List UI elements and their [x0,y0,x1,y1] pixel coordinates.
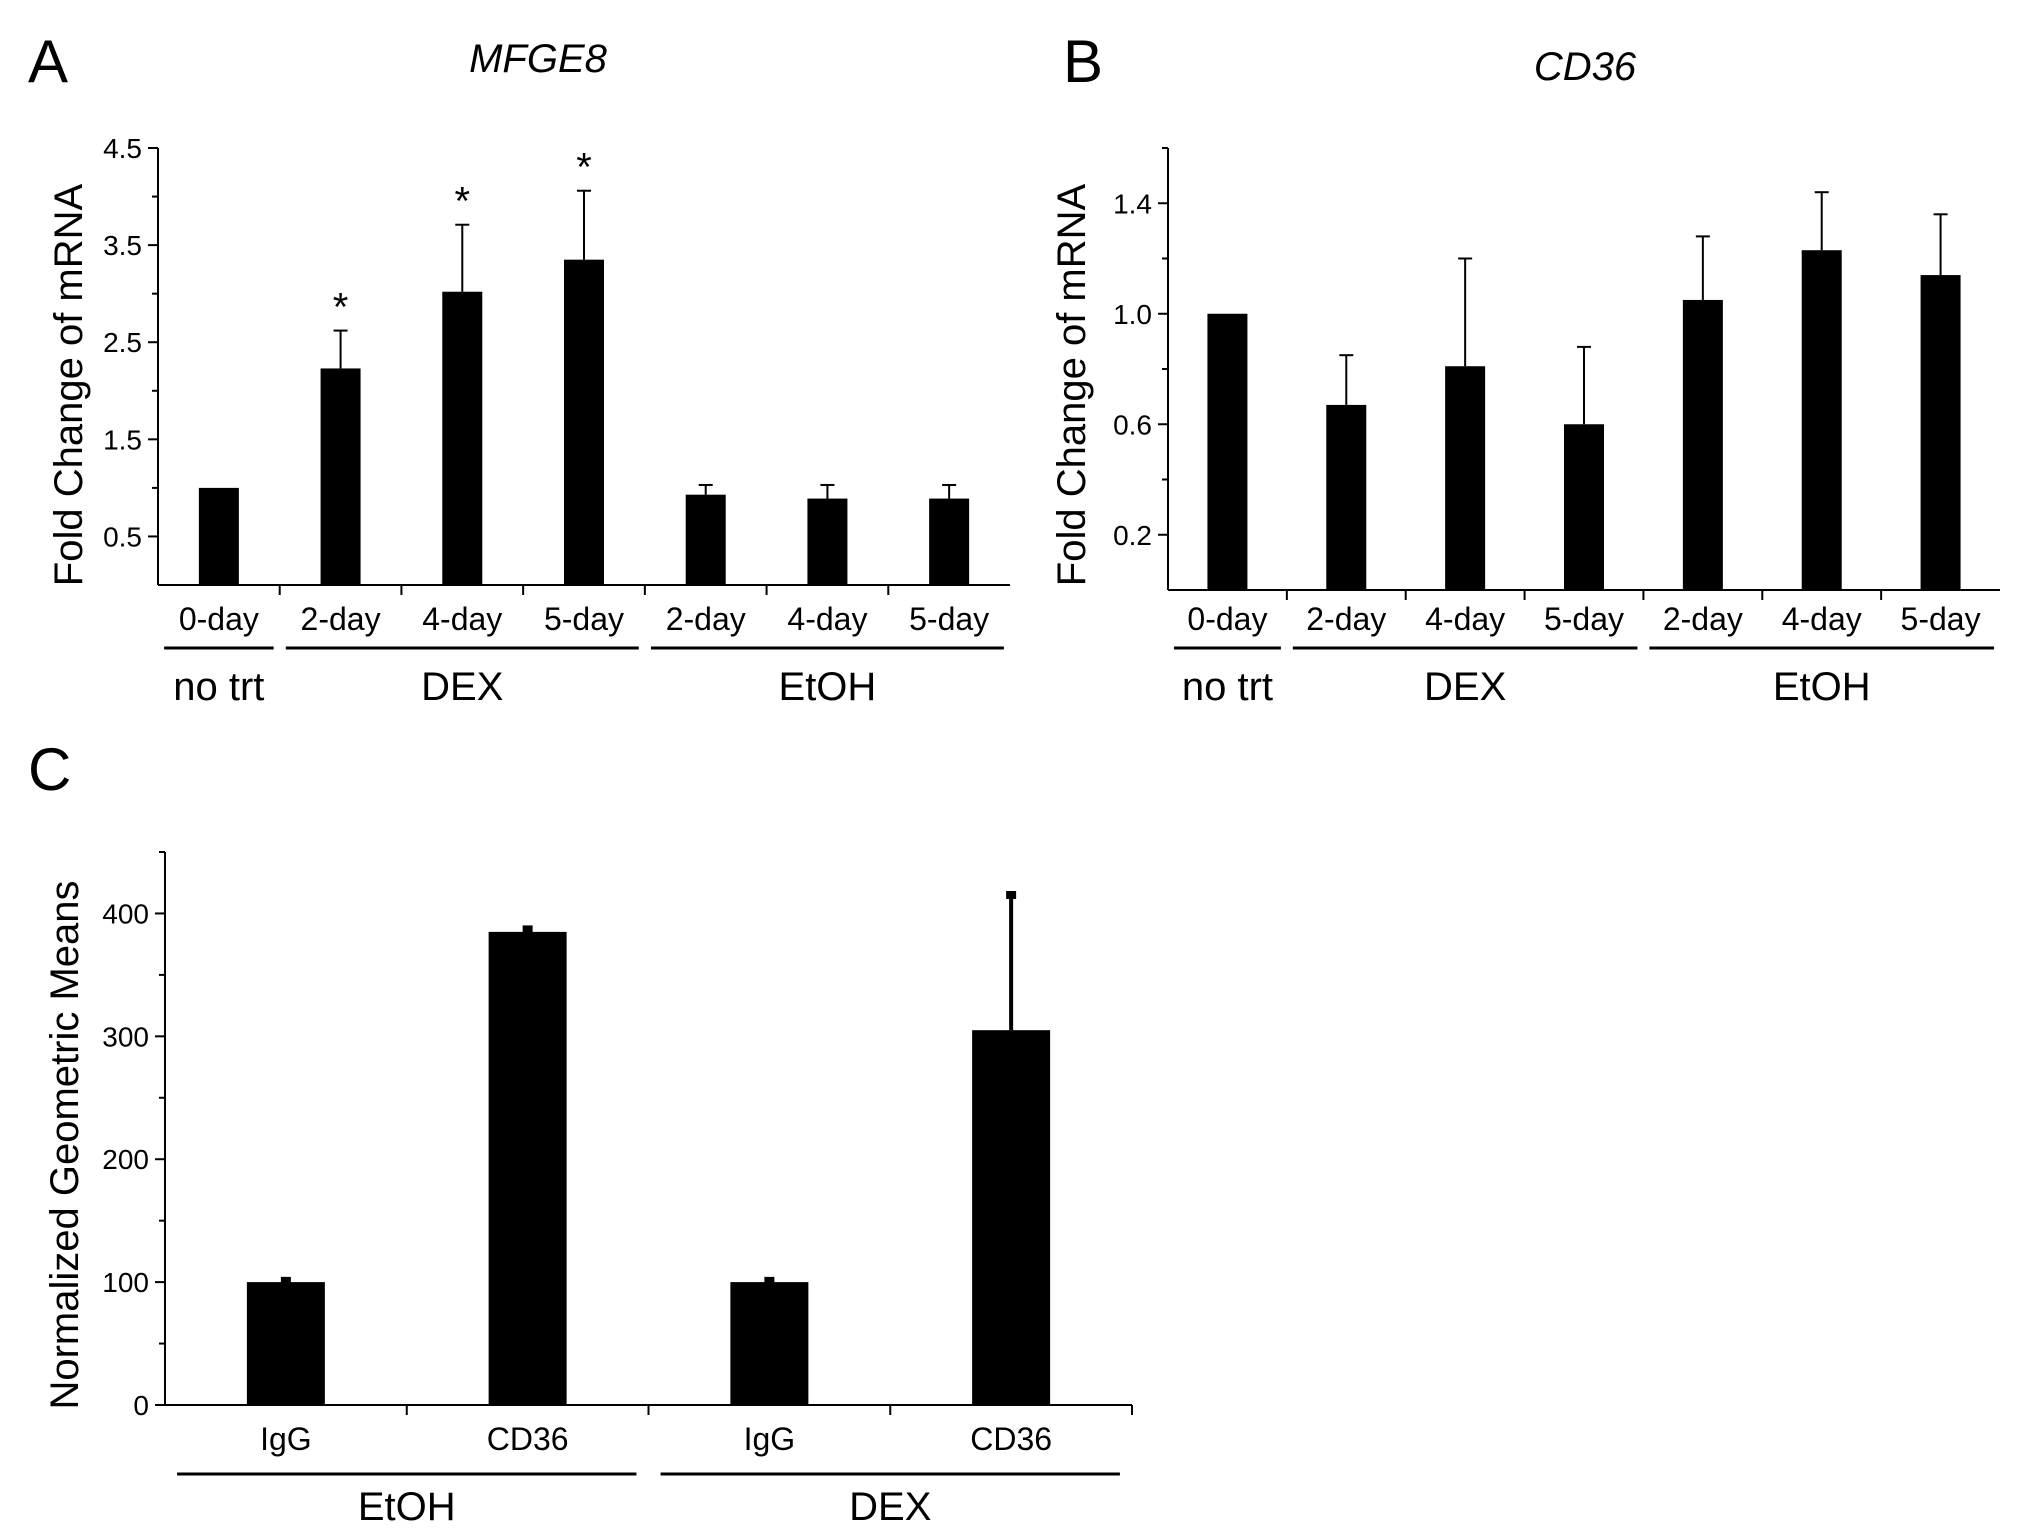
x-tick-label: 2-day [301,601,381,637]
y-axis-label-a: Fold Change of mRNA [47,183,91,586]
error-bar-cap [522,925,533,934]
y-tick-label: 3.5 [103,230,142,261]
y-tick-label: 0.2 [1113,520,1152,551]
x-tick-label: 2-day [1663,601,1743,637]
bar [198,487,239,585]
bar [1682,299,1723,590]
panel-label-c: C [28,736,71,803]
y-axis-label-b: Fold Change of mRNA [1050,183,1094,586]
x-tick-label: CD36 [970,1421,1052,1457]
panel-label-a: A [28,28,68,95]
panel-b: B CD36 Fold Change of mRNA 0.20.61.01.4 … [1050,28,2000,709]
x-tick-label: 5-day [909,601,989,637]
error-bars-b [1339,191,1948,425]
significance-marker: * [454,180,470,224]
bar [1920,275,1961,590]
y-axis-label-c: Normalized Geometric Means [43,880,87,1409]
x-tick-labels-a: 0-day 2-day 4-day 5-day 2-day 4-day 5-day [179,601,989,637]
bar [564,259,604,585]
y-tick-label: 2.5 [103,327,142,358]
bar [1801,250,1842,590]
error-bars-a [333,189,957,499]
y-tick-label: 1.5 [103,424,142,455]
panel-c: C Normalized Geometric Means 0 100 200 300 4… [28,736,1133,1529]
y-tick-label: 1.4 [1113,188,1152,219]
y-tick-label: 100 [102,1267,149,1298]
bars-a [198,259,970,585]
x-tick-label: 2-day [666,601,746,637]
y-tick-label: 0.5 [103,521,142,552]
x-tick-label: 4-day [422,601,502,637]
group-label: EtOH [779,665,877,709]
group-label: DEX [1424,665,1506,709]
x-tick-labels-c: IgG CD36 IgG CD36 [260,1421,1052,1457]
y-tick-labels-b: 0.2 0.6 1.0 1.4 [1113,188,1152,551]
error-bars-c [280,891,1017,1285]
y-tick-label: 1.0 [1113,299,1152,330]
x-tick-label: 4-day [787,601,867,637]
x-tick-label: 0-day [1187,601,1267,637]
panel-label-b: B [1063,28,1103,95]
bar [1564,424,1604,590]
x-tick-label: 4-day [1782,601,1862,637]
y-tick-label: 200 [102,1144,149,1175]
group-label: no trt [1182,665,1273,709]
bar [246,1282,325,1405]
error-bar-cap [1006,891,1017,900]
chart-title-a: MFGE8 [469,37,608,81]
group-brackets-b: no trt DEX EtOH [1173,646,1995,709]
group-label: EtOH [1773,665,1871,709]
x-tick-label: IgG [744,1421,796,1457]
bars-c [246,931,1051,1405]
group-brackets-c: EtOH DEX [177,1472,1120,1529]
significance-marker: * [576,146,592,190]
y-tick-labels-c: 0 100 200 300 400 [102,898,149,1421]
group-label: DEX [849,1485,931,1529]
bar [1445,366,1486,590]
significance-marker: * [333,286,349,330]
bar [1207,313,1248,590]
bar [972,1030,1051,1405]
x-tick-label: 5-day [544,601,624,637]
y-tick-labels-a: 0.5 1.5 2.5 3.5 4.5 [103,133,142,552]
panel-a: A MFGE8 Fold Change of mRNA * * * 0.5 1.5 2.… [28,28,1010,709]
x-tick-label: 0-day [179,601,259,637]
axes-a [148,147,1010,595]
x-tick-label: 2-day [1306,601,1386,637]
bar [929,498,970,585]
bars-b [1207,250,1961,590]
x-tick-label: 5-day [1544,601,1624,637]
x-tick-labels-b: 0-day 2-day 4-day 5-day 2-day 4-day 5-day [1187,601,1980,637]
x-tick-label: IgG [260,1421,312,1457]
x-tick-label: 4-day [1425,601,1505,637]
bar [442,291,483,585]
y-tick-label: 300 [102,1021,149,1052]
bar [807,498,848,585]
chart-title-b: CD36 [1534,45,1637,89]
bar [488,931,567,1405]
bar [320,368,361,585]
bar [730,1282,809,1405]
axes-c [155,851,1133,1415]
bar [1326,404,1367,590]
x-tick-label: 5-day [1901,601,1981,637]
group-brackets-a: no trt DEX EtOH [164,646,1004,709]
error-bar-cap [764,1276,775,1285]
group-label: DEX [421,665,503,709]
y-tick-label: 400 [102,898,149,929]
y-tick-label: 0 [133,1390,149,1421]
x-tick-label: CD36 [487,1421,569,1457]
y-tick-label: 4.5 [103,133,142,164]
error-bar-cap [280,1276,291,1285]
y-tick-label: 0.6 [1113,409,1152,440]
group-label: no trt [173,665,264,709]
bar [685,494,726,585]
significance-markers-a: * * * [333,146,592,330]
group-label: EtOH [358,1485,456,1529]
